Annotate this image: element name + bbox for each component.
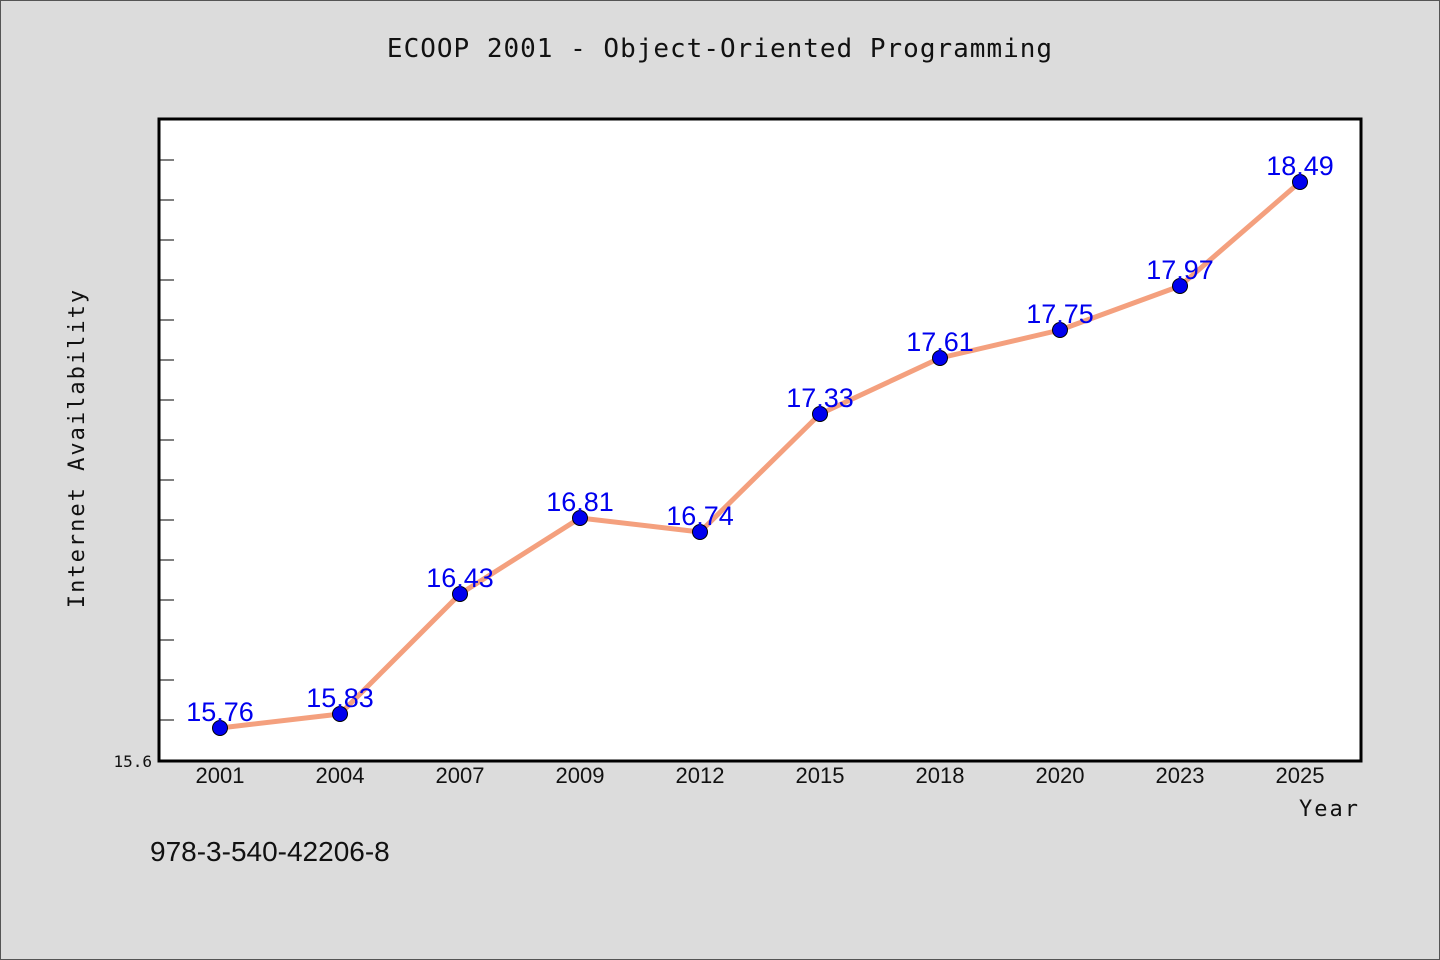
data-label-2020: 17.75 <box>1026 299 1094 329</box>
data-point-2009 <box>572 510 588 526</box>
x-tick-label-2025: 2025 <box>1276 763 1325 788</box>
data-point-2023 <box>1172 278 1188 294</box>
data-point-2015 <box>812 406 828 422</box>
data-labels: 15.76 15.83 16.43 16.81 16.74 17.33 17.61 17.75… <box>186 151 1334 727</box>
x-tick-label-2023: 2023 <box>1156 763 1205 788</box>
data-point-2001 <box>212 720 228 736</box>
data-label-2018: 17.61 <box>906 327 974 357</box>
chart-title: ECOOP 2001 - Object-Oriented Programming <box>386 34 1054 64</box>
x-tick-label-2015: 2015 <box>796 763 845 788</box>
x-tick-label-2018: 2018 <box>916 763 965 788</box>
data-point-2018 <box>932 350 948 366</box>
data-label-2023: 17.97 <box>1146 255 1214 285</box>
x-tick-label-2009: 2009 <box>556 763 605 788</box>
y-axis-title: Internet Availability <box>65 288 90 608</box>
data-point-2020 <box>1052 322 1068 338</box>
data-markers <box>212 174 1308 736</box>
data-point-2007 <box>452 586 468 602</box>
data-label-2004: 15.83 <box>306 683 374 713</box>
data-point-2012 <box>692 524 708 540</box>
data-point-2025 <box>1292 174 1308 190</box>
data-label-2001: 15.76 <box>186 697 254 727</box>
y-axis-ticks <box>160 159 174 721</box>
x-tick-label-2012: 2012 <box>676 763 725 788</box>
x-axis-tick-labels: 2001 2004 2007 2009 2012 2015 2018 2020 2023 2025 <box>196 763 1325 788</box>
y-axis-min-label: 15.6 <box>113 752 152 771</box>
x-tick-label-2001: 2001 <box>196 763 245 788</box>
data-label-2009: 16.81 <box>546 487 614 517</box>
x-tick-label-2020: 2020 <box>1036 763 1085 788</box>
x-axis-title: Year <box>1299 797 1360 822</box>
data-label-2012: 16.74 <box>666 501 734 531</box>
data-point-2004 <box>332 706 348 722</box>
data-label-2007: 16.43 <box>426 563 494 593</box>
x-tick-label-2004: 2004 <box>316 763 365 788</box>
plot-area <box>157 117 1363 763</box>
data-label-2025: 18.49 <box>1266 151 1334 181</box>
series-line <box>217 179 1303 731</box>
x-tick-label-2007: 2007 <box>436 763 485 788</box>
isbn-text: 978-3-540-42206-8 <box>150 836 390 867</box>
data-label-2015: 17.33 <box>786 383 854 413</box>
